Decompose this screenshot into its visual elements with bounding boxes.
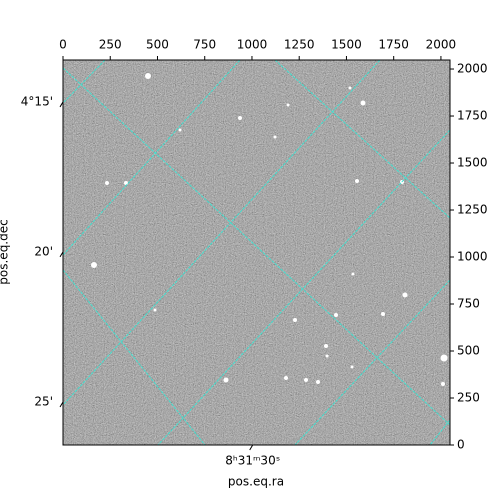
dec-tick	[59, 401, 64, 408]
x-tick-label: 1000	[237, 38, 268, 52]
star	[381, 312, 385, 316]
star	[402, 292, 408, 298]
ra-tick-label: 8ʰ31ᵐ30ˢ	[225, 454, 280, 468]
ra-grid-line	[294, 279, 450, 445]
dec-grid-line	[63, 269, 206, 445]
star	[440, 354, 448, 362]
dec-tick-label: 4°15'	[21, 94, 53, 108]
star	[153, 308, 157, 312]
star	[351, 272, 355, 276]
x-tick-label: 0	[59, 38, 67, 52]
star	[360, 100, 366, 106]
star	[273, 135, 277, 139]
star	[105, 181, 109, 185]
dec-grid-line	[63, 67, 450, 426]
y-tick-label: 500	[457, 344, 480, 358]
star	[355, 179, 359, 183]
x-tick-label: 500	[146, 38, 169, 52]
star	[124, 181, 128, 185]
star	[348, 86, 352, 90]
x-axis-label: pos.eq.ra	[228, 475, 284, 489]
star	[325, 354, 329, 358]
y-tick-label: 2000	[457, 62, 488, 76]
y-tick-label: 250	[457, 391, 480, 405]
dec-tick-label: 25'	[34, 394, 53, 408]
coordinate-grid	[63, 60, 450, 445]
x-tick-label: 1500	[331, 38, 362, 52]
star	[293, 318, 297, 322]
star	[441, 382, 445, 386]
star	[223, 377, 229, 383]
x-tick-label: 750	[193, 38, 216, 52]
star	[350, 365, 354, 369]
star	[91, 262, 97, 268]
dec-grid-line	[274, 60, 450, 219]
ra-grid-line	[429, 419, 450, 445]
ra-grid-line	[63, 60, 381, 406]
star	[324, 344, 328, 348]
dec-tick	[59, 251, 64, 258]
star	[334, 313, 338, 317]
star	[304, 378, 308, 382]
x-tick-label: 250	[99, 38, 122, 52]
y-tick-label: 1250	[457, 203, 488, 217]
star	[286, 103, 290, 107]
dec-tick	[59, 101, 64, 108]
y-axis-label: pos.eq.dec	[0, 219, 11, 284]
y-tick-label: 1500	[457, 156, 488, 170]
star	[316, 380, 320, 384]
x-tick-label: 1250	[284, 38, 315, 52]
dec-tick-label: 20'	[34, 244, 53, 258]
stars	[91, 73, 448, 386]
x-tick-label: 2000	[426, 38, 457, 52]
ra-grid-line	[157, 129, 450, 445]
image-noise	[63, 60, 450, 445]
star	[145, 73, 151, 79]
y-tick-label: 1000	[457, 250, 488, 264]
y-tick-label: 750	[457, 297, 480, 311]
y-tick-label: 0	[457, 438, 465, 452]
star	[178, 128, 182, 132]
y-tick-label: 1750	[457, 109, 488, 123]
ra-tick	[249, 444, 254, 451]
x-tick-label: 1750	[378, 38, 409, 52]
ra-grid-line	[63, 60, 106, 104]
star	[284, 376, 288, 380]
star	[238, 116, 242, 120]
